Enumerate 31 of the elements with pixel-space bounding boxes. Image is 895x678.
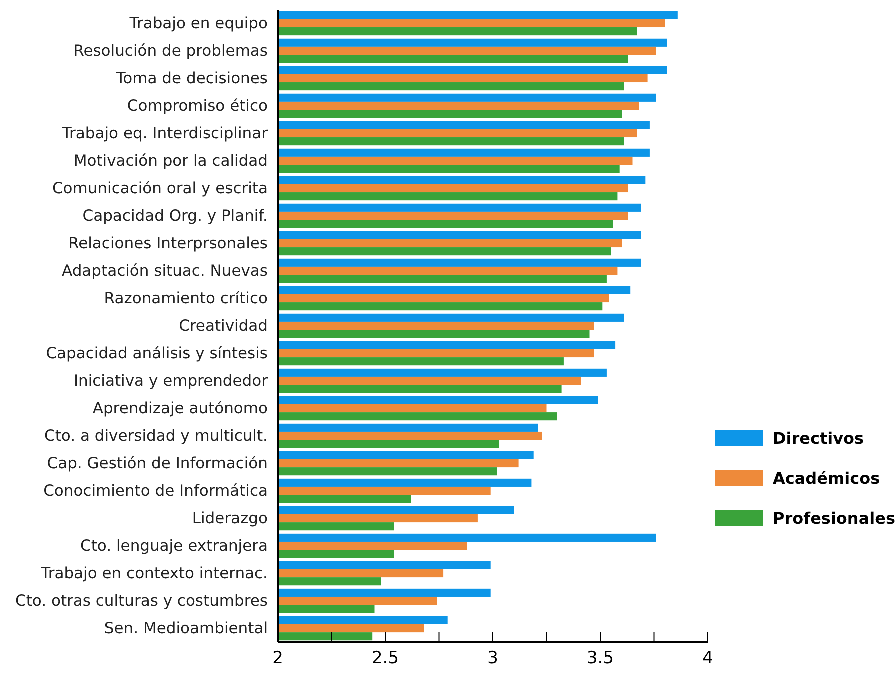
x-tick-label: 3 [488, 648, 498, 669]
y-tick-label: Sen. Medioambiental [104, 619, 268, 638]
y-tick-label: Conocimiento de Informática [44, 482, 268, 500]
x-tick-label: 2.5 [372, 648, 400, 669]
y-tick-label: Trabajo eq. Interdisciplinar [61, 124, 269, 142]
x-tick-label: 2 [272, 648, 284, 669]
x-tick-label: 4 [702, 648, 714, 669]
y-tick-label: Cto. lenguaje extranjera [80, 536, 268, 555]
y-tick-label: Comunicación oral y escrita [52, 179, 268, 198]
legend-label: Directivos [773, 429, 864, 448]
y-tick-label: Aprendizaje autónomo [92, 399, 268, 418]
y-tick-label: Razonamiento crítico [104, 289, 268, 308]
y-tick-label: Trabajo en equipo [128, 14, 268, 32]
y-tick-label: Creatividad [179, 316, 268, 335]
y-tick-label: Capacidad análisis y síntesis [46, 344, 268, 362]
y-tick-label: Trabajo en contexto internac. [40, 564, 268, 582]
y-tick-label: Liderazgo [192, 509, 268, 528]
y-tick-label: Toma de decisiones [115, 69, 268, 88]
y-tick-label: Compromiso ético [127, 96, 268, 115]
y-tick-label: Cto. otras culturas y costumbres [16, 592, 268, 610]
y-tick-label: Relaciones Interprsonales [68, 234, 268, 252]
y-tick-label: Iniciativa y emprendedor [74, 372, 269, 390]
y-tick-label: Motivación por la calidad [74, 152, 268, 170]
y-tick-label: Cap. Gestión de Información [47, 454, 268, 472]
y-tick-label: Adaptación situac. Nuevas [62, 262, 268, 280]
y-tick-label: Resolución de problemas [74, 42, 268, 60]
y-tick-label: Capacidad Org. y Planif. [82, 206, 268, 225]
y-tick-label: Cto. a diversidad y multicult. [44, 426, 268, 445]
legend-label: Profesionales [773, 509, 895, 528]
x-tick-label: 3.5 [586, 648, 614, 669]
legend-label: Académicos [773, 469, 880, 488]
